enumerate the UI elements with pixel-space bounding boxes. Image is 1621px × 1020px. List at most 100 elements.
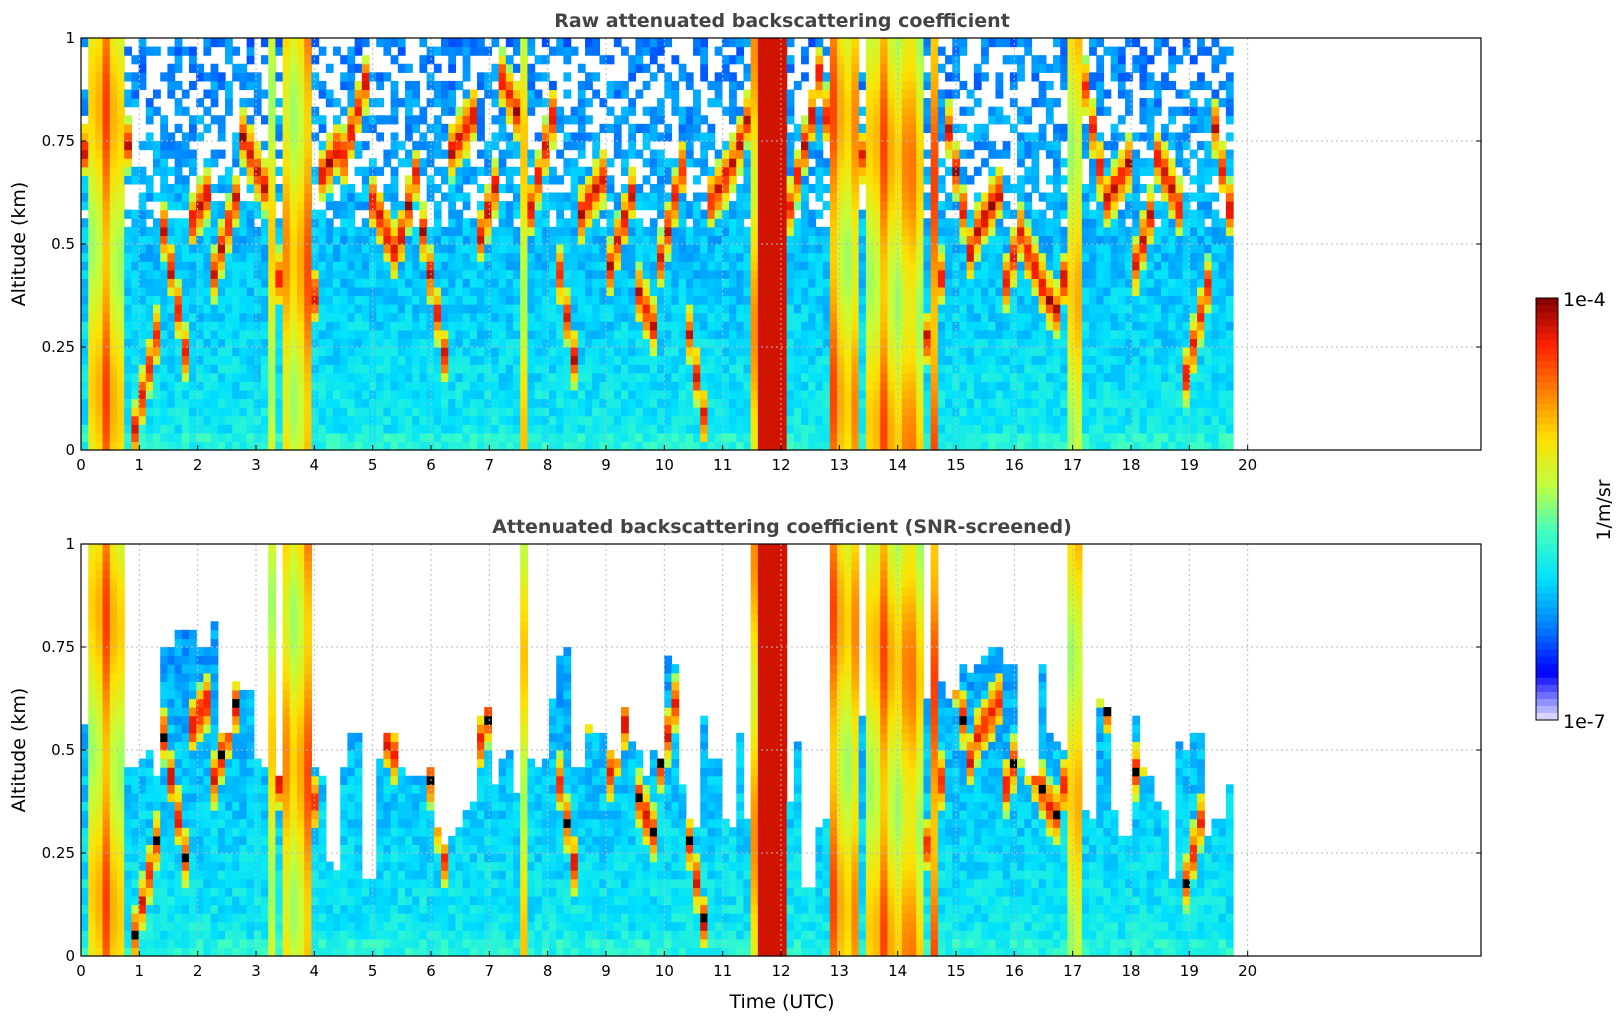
- heatmap-cell: [585, 338, 593, 348]
- heatmap-cell: [505, 398, 514, 408]
- heatmap-cell: [167, 218, 176, 228]
- heatmap-cell: [585, 304, 593, 314]
- heatmap-cell: [822, 98, 831, 108]
- heatmap-cell: [405, 432, 413, 443]
- heatmap-cell: [433, 278, 442, 288]
- heatmap-cell: [657, 355, 665, 365]
- heatmap-cell: [613, 235, 622, 245]
- heatmap-cell: [275, 278, 284, 288]
- heatmap-cell: [837, 115, 845, 125]
- heatmap-cell: [513, 407, 521, 417]
- heatmap-cell: [131, 55, 140, 65]
- heatmap-cell: [232, 149, 241, 159]
- heatmap-cell: [304, 432, 313, 443]
- heatmap-cell: [642, 407, 651, 417]
- heatmap-cell: [570, 441, 579, 451]
- heatmap-cell: [901, 355, 910, 365]
- heatmap-cell: [642, 132, 651, 142]
- heatmap-cell: [95, 141, 104, 151]
- heatmap-cell: [261, 261, 269, 271]
- heatmap-cell: [304, 278, 313, 288]
- heatmap-cell: [95, 252, 104, 262]
- heatmap-cell: [916, 355, 925, 365]
- heatmap-cell: [894, 106, 903, 116]
- heatmap-cell: [700, 441, 709, 451]
- heatmap-cell: [318, 261, 327, 271]
- heatmap-cell: [505, 166, 514, 176]
- heatmap-cell: [419, 304, 428, 314]
- heatmap-cell: [909, 338, 917, 348]
- heatmap-cell: [880, 141, 889, 151]
- heatmap-cell: [297, 338, 305, 348]
- heatmap-cell: [138, 312, 147, 322]
- heatmap-cell: [325, 141, 334, 151]
- heatmap-cell: [592, 149, 601, 159]
- heatmap-cell: [801, 261, 809, 271]
- heatmap-cell: [880, 372, 889, 382]
- heatmap-cell: [693, 295, 701, 305]
- heatmap-cell: [613, 115, 622, 125]
- heatmap-cell: [174, 244, 183, 254]
- heatmap-cell: [815, 183, 824, 194]
- heatmap-cell: [498, 226, 507, 237]
- heatmap-cell: [109, 201, 118, 211]
- heatmap-cell: [541, 304, 550, 314]
- heatmap-cell: [109, 244, 118, 254]
- heatmap-cell: [779, 166, 788, 176]
- heatmap-cell: [289, 149, 298, 159]
- heatmap-cell: [109, 261, 118, 271]
- heatmap-cell: [671, 244, 680, 254]
- heatmap-cell: [433, 63, 442, 73]
- heatmap-cell: [527, 46, 536, 56]
- heatmap-cell: [354, 38, 363, 48]
- heatmap-cell: [585, 364, 593, 374]
- heatmap-cell: [253, 89, 262, 99]
- heatmap-cell: [498, 338, 507, 348]
- heatmap-cell: [282, 218, 291, 228]
- heatmap-cell: [361, 98, 370, 108]
- heatmap-cell: [289, 38, 298, 48]
- heatmap-cell: [779, 415, 788, 425]
- heatmap-cell: [743, 175, 752, 185]
- heatmap-cell: [491, 355, 500, 365]
- heatmap-cell: [729, 106, 737, 116]
- heatmap-cell: [772, 347, 781, 357]
- heatmap-cell: [498, 72, 507, 82]
- heatmap-cell: [167, 235, 176, 245]
- heatmap-cell: [441, 46, 449, 56]
- heatmap-cell: [268, 355, 277, 365]
- heatmap-cell: [765, 72, 773, 82]
- heatmap-cell: [160, 278, 169, 288]
- heatmap-cell: [527, 158, 536, 168]
- heatmap-cell: [621, 441, 629, 451]
- heatmap-cell: [225, 407, 233, 417]
- heatmap-cell: [333, 347, 341, 357]
- heatmap-cell: [592, 158, 601, 168]
- heatmap-cell: [829, 98, 838, 108]
- heatmap-cell: [203, 269, 212, 279]
- heatmap-cell: [196, 372, 205, 382]
- heatmap-cell: [95, 424, 104, 434]
- heatmap-cell: [311, 106, 320, 116]
- heatmap-cell: [95, 312, 104, 322]
- heatmap-cell: [361, 424, 370, 434]
- heatmap-cell: [225, 424, 233, 434]
- heatmap-cell: [491, 381, 500, 391]
- heatmap-cell: [714, 235, 723, 245]
- heatmap-cell: [865, 115, 874, 125]
- heatmap-cell: [693, 312, 701, 322]
- heatmap-cell: [81, 244, 89, 254]
- heatmap-cell: [858, 424, 867, 434]
- heatmap-cell: [297, 432, 305, 443]
- heatmap-cell: [397, 235, 406, 245]
- heatmap-cell: [793, 432, 802, 443]
- heatmap-cell: [217, 312, 226, 322]
- heatmap-cell: [138, 407, 147, 417]
- heatmap-cell: [858, 441, 867, 451]
- heatmap-cell: [628, 244, 637, 254]
- heatmap-cell: [477, 304, 485, 314]
- heatmap-cell: [167, 372, 176, 382]
- heatmap-cell: [541, 312, 550, 322]
- heatmap-cell: [865, 141, 874, 151]
- heatmap-cell: [765, 63, 773, 73]
